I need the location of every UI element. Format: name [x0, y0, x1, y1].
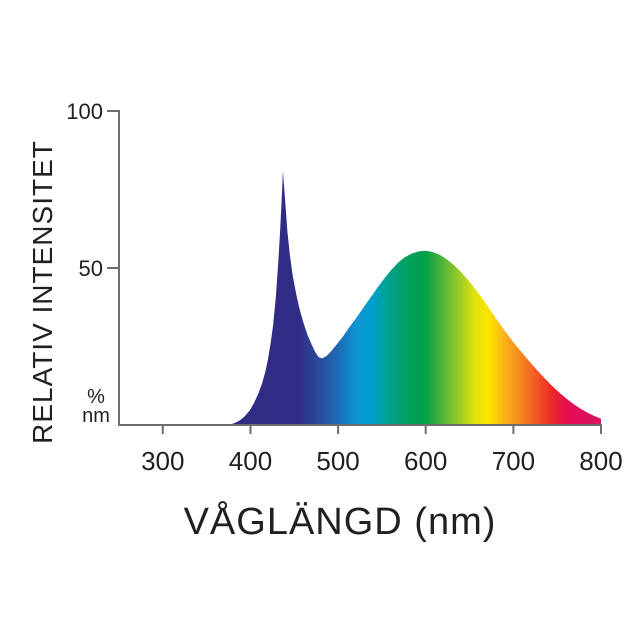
x-tick-label-500: 500: [316, 446, 359, 476]
y-axis-title: RELATIV INTENSITET: [27, 140, 58, 444]
y-tick-label-100: 100: [66, 99, 103, 124]
y-axis-tick-labels: 50 100: [66, 99, 103, 281]
x-tick-label-300: 300: [141, 446, 184, 476]
y-unit-percent-label: %: [87, 386, 105, 408]
x-tick-label-400: 400: [229, 446, 272, 476]
y-tick-label-50: 50: [79, 256, 103, 281]
y-axis-ticks: [107, 110, 119, 269]
x-axis-title: VÅGLÄNGD (nm): [184, 499, 497, 543]
x-tick-label-800: 800: [579, 446, 622, 476]
x-tick-label-700: 700: [492, 446, 535, 476]
spectrum-area: [228, 170, 601, 425]
y-unit-nm-label: nm: [82, 405, 110, 427]
x-axis-tick-labels: 300 400 500 600 700 800: [141, 446, 623, 476]
x-axis-ticks: [161, 425, 602, 434]
x-tick-label-600: 600: [404, 446, 447, 476]
